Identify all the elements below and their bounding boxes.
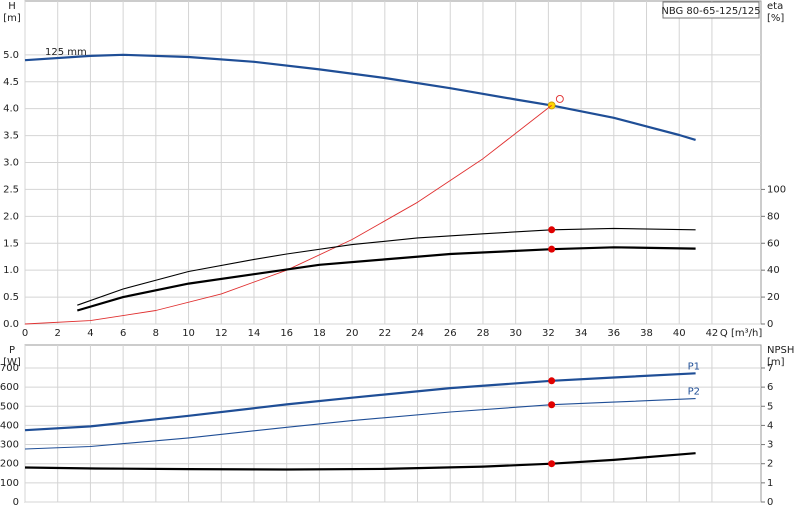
y-axis-label: P (9, 345, 15, 356)
x-tick-label: 22 (378, 328, 391, 339)
x-tick-label: 26 (444, 328, 457, 339)
y-tick-label: 5.0 (3, 50, 19, 61)
open-point (555, 95, 564, 103)
y2-axis-unit: [m] (767, 357, 785, 368)
x-tick-label: 42 (706, 328, 719, 339)
y2-axis-label: NPSH (767, 345, 794, 356)
x-tick-label: 14 (248, 328, 261, 339)
y2-tick-label: 40 (767, 265, 780, 276)
duty-point (548, 226, 556, 234)
y2-tick-label: 20 (767, 292, 780, 303)
y2-axis-label: eta (767, 1, 783, 12)
y2-tick-label: 100 (767, 184, 786, 195)
curve (76, 246, 696, 312)
chart-title: NBG 80-65-125/125 (661, 6, 760, 17)
y-tick-label: 500 (0, 401, 19, 412)
x-tick-label: 34 (575, 328, 588, 339)
y-tick-label: 2.5 (3, 184, 19, 195)
y-axis-unit: [m] (3, 13, 21, 24)
x-tick-label: 0 (22, 328, 28, 339)
y2-tick-label: 80 (767, 211, 780, 222)
curve (24, 398, 696, 450)
y-tick-label: 4.5 (3, 77, 19, 88)
curve (24, 452, 696, 471)
y-tick-label: 4.0 (3, 104, 19, 115)
y-tick-label: 2.0 (3, 211, 19, 222)
x-tick-label: 38 (640, 328, 653, 339)
x-tick-label: 10 (182, 328, 195, 339)
curve (24, 372, 696, 432)
y-tick-label: 400 (0, 420, 19, 431)
title-box (662, 1, 760, 19)
duty-point (548, 377, 556, 385)
x-tick-label: 8 (153, 328, 159, 339)
x-tick-label: 6 (120, 328, 126, 339)
y2-tick-label: 4 (767, 420, 773, 431)
y-tick-label: 100 (0, 478, 19, 489)
curve-label: P1 (688, 361, 700, 372)
y2-tick-label: 5 (767, 401, 773, 412)
x-tick-label: 30 (509, 328, 522, 339)
x-tick-label: 24 (411, 328, 424, 339)
y-tick-label: 0.0 (3, 319, 19, 330)
y2-axis-unit: [%] (767, 13, 784, 24)
y2-tick-label: 60 (767, 238, 780, 249)
curve-label: 125 mm (45, 47, 87, 58)
y-tick-label: 700 (0, 363, 19, 374)
y2-tick-label: 0 (767, 319, 773, 330)
curve-label: P2 (688, 387, 700, 398)
x-tick-label: 2 (55, 328, 61, 339)
y2-tick-label: 0 (767, 497, 773, 508)
x-tick-label: 28 (477, 328, 490, 339)
y-tick-label: 200 (0, 459, 19, 470)
y-tick-label: 1.0 (3, 265, 19, 276)
y-tick-label: 0.5 (3, 292, 19, 303)
x-tick-label: 36 (607, 328, 620, 339)
x-tick-label: 32 (542, 328, 555, 339)
curve (24, 53, 696, 141)
y2-tick-label: 3 (767, 440, 773, 451)
duty-point (548, 460, 556, 468)
y-tick-label: 3.5 (3, 131, 19, 142)
x-tick-label: 16 (280, 328, 293, 339)
y-axis-unit: [W] (3, 357, 21, 368)
y-tick-label: 300 (0, 440, 19, 451)
duty-point (548, 245, 556, 253)
duty-point (547, 101, 556, 110)
x-tick-label: 20 (346, 328, 359, 339)
y-tick-label: 0 (13, 497, 19, 508)
curve (77, 227, 696, 306)
x-tick-label: 12 (215, 328, 228, 339)
x-tick-label: 18 (313, 328, 326, 339)
y-tick-label: 600 (0, 382, 19, 393)
y2-tick-label: 7 (767, 363, 773, 374)
x-tick-label: 4 (87, 328, 93, 339)
x-tick-label: 40 (673, 328, 686, 339)
duty-point (548, 401, 556, 409)
y2-tick-label: 2 (767, 459, 773, 470)
y2-tick-label: 1 (767, 478, 773, 489)
y-tick-label: 3.0 (3, 158, 19, 169)
x-axis-label: Q [m³/h] (720, 328, 762, 339)
y-tick-label: 1.5 (3, 238, 19, 249)
plot-area (24, 344, 762, 503)
y-axis-label: H (8, 1, 16, 12)
y2-tick-label: 6 (767, 382, 773, 393)
